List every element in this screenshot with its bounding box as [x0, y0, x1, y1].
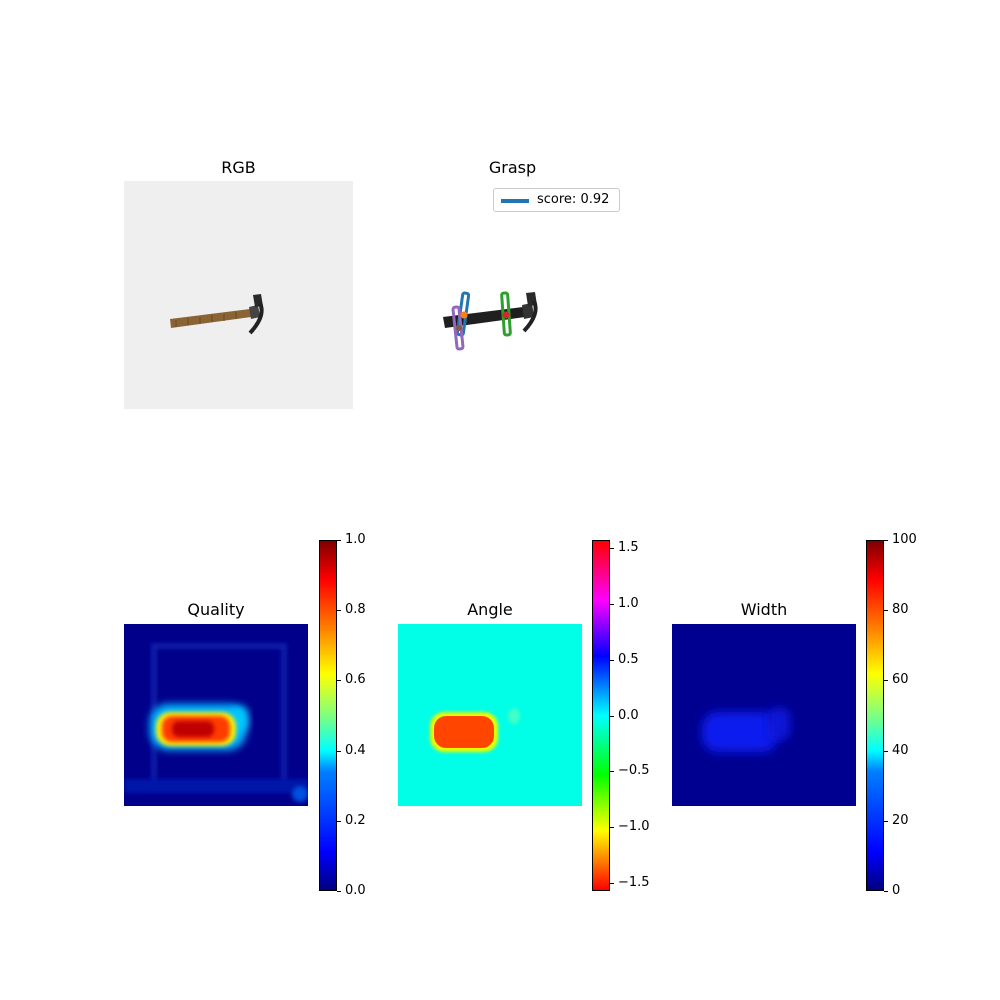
rgb-image: [124, 181, 353, 409]
angle-title: Angle: [467, 600, 513, 619]
width-tick-label: 40: [892, 743, 909, 758]
angle-tick-label: 1.0: [618, 596, 639, 611]
quality-tick-mark: [337, 891, 341, 892]
grasp-center-red: [502, 311, 510, 319]
width-tick-label: 20: [892, 813, 909, 828]
quality-tick-label: 0.8: [345, 602, 366, 617]
width-tick-mark: [884, 540, 888, 541]
quality-colorbar: [319, 540, 337, 891]
quality-tick-label: 0.4: [345, 743, 366, 758]
quality-heatmap: [124, 624, 308, 806]
quality-tick-label: 0.2: [345, 813, 366, 828]
quality-tick-mark: [337, 540, 341, 541]
angle-tick-mark: [610, 827, 614, 828]
angle-tick-mark: [610, 660, 614, 661]
width-colorbar: [866, 540, 884, 891]
width-heatmap: [672, 624, 856, 806]
angle-tick-label: −1.0: [618, 819, 650, 834]
width-tick-mark: [884, 680, 888, 681]
angle-heatmap: [398, 624, 582, 806]
quality-tick-mark: [337, 680, 341, 681]
legend-label: score: 0.92: [537, 192, 610, 207]
width-tick-label: 100: [892, 532, 917, 547]
angle-tick-mark: [610, 604, 614, 605]
quality-tick-label: 0.0: [345, 883, 366, 898]
grasp-center-orange: [460, 311, 468, 319]
width-tick-label: 80: [892, 602, 909, 617]
quality-title: Quality: [187, 600, 245, 619]
angle-colorbar: [592, 540, 610, 891]
width-tick-label: 0: [892, 883, 901, 898]
hammer-icon: [170, 294, 264, 335]
width-title: Width: [740, 600, 788, 619]
grasp-center-brown: [456, 325, 462, 331]
angle-tick-mark: [610, 716, 614, 717]
width-tick-mark: [884, 751, 888, 752]
angle-tick-label: −0.5: [618, 763, 650, 778]
width-tick-mark: [884, 821, 888, 822]
angle-tick-mark: [610, 771, 614, 772]
rgb-title: RGB: [221, 158, 256, 177]
angle-tick-label: 0.0: [618, 708, 639, 723]
grasp-image: [443, 291, 538, 351]
angle-tick-mark: [610, 883, 614, 884]
grasp-legend: score: 0.92: [493, 188, 620, 212]
grasp-title: Grasp: [488, 158, 537, 177]
quality-tick-label: 1.0: [345, 532, 366, 547]
width-tick-mark: [884, 610, 888, 611]
angle-tick-label: 1.5: [618, 540, 639, 555]
angle-tick-mark: [610, 548, 614, 549]
angle-tick-label: −1.5: [618, 875, 650, 890]
quality-tick-mark: [337, 610, 341, 611]
width-tick-label: 60: [892, 672, 909, 687]
angle-tick-label: 0.5: [618, 652, 639, 667]
width-tick-mark: [884, 891, 888, 892]
legend-swatch: [501, 199, 529, 203]
quality-tick-label: 0.6: [345, 672, 366, 687]
quality-tick-mark: [337, 821, 341, 822]
quality-tick-mark: [337, 751, 341, 752]
